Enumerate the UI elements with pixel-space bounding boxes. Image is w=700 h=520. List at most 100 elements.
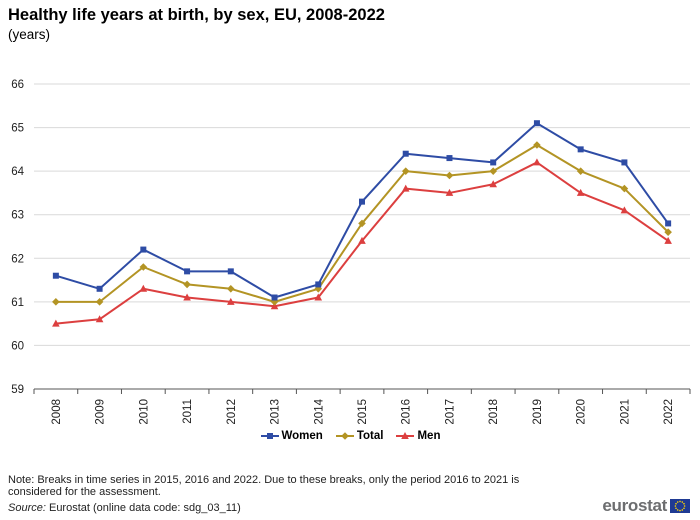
x-tick-label: 2015 [357, 399, 369, 425]
x-tick-label: 2012 [226, 399, 238, 425]
legend-item-women: Women [260, 430, 323, 442]
data-point-women [315, 281, 322, 288]
data-point-total [183, 280, 191, 289]
data-point-men [183, 293, 191, 301]
data-point-men [533, 158, 541, 166]
x-tick-label: 2014 [313, 398, 325, 424]
y-tick-label: 59 [11, 384, 24, 396]
series-line-women [55, 122, 669, 299]
data-point-total [139, 263, 148, 271]
y-tick-label: 62 [11, 253, 24, 265]
legend-item-men: Men [395, 430, 440, 442]
data-point-total [358, 219, 366, 228]
y-tick-label: 61 [11, 297, 24, 309]
data-point-men [445, 188, 454, 196]
x-tick-label: 2019 [532, 399, 544, 425]
axes [33, 388, 691, 394]
y-tick-label: 66 [11, 79, 24, 91]
data-point-men [401, 184, 410, 192]
x-tick-labels: 2008 2009 2010 2011 2012 2013 2014 2015 2016 2017… [51, 398, 675, 424]
data-point-total [533, 141, 541, 149]
data-point-women [140, 246, 147, 253]
legend-marker-women [266, 433, 273, 439]
flag-star [679, 509, 681, 512]
x-tick-label: 2013 [270, 399, 282, 425]
data-point-men [664, 236, 672, 244]
data-point-total [576, 167, 585, 175]
y-tick-label: 65 [11, 123, 24, 135]
data-point-men [576, 188, 585, 196]
eu-flag-icon [670, 499, 690, 513]
data-point-total [52, 298, 60, 306]
source-text: Eurostat (online data code: sdg_03_11) [45, 502, 241, 514]
legend-swatch-total [335, 432, 354, 440]
x-tick-label: 2009 [95, 399, 107, 425]
legend-label: Women [281, 430, 323, 442]
flag-star [683, 507, 685, 510]
x-tick-label: 2018 [488, 399, 500, 425]
x-tick-label: 2011 [182, 399, 194, 424]
data-point-men [139, 284, 148, 292]
flag-star [674, 505, 677, 507]
legend-label: Total [356, 430, 384, 442]
x-tick-label: 2020 [576, 399, 588, 425]
series-women [52, 120, 672, 301]
data-point-women [402, 150, 409, 157]
data-point-men [227, 297, 235, 305]
data-point-total [401, 167, 410, 175]
y-tick-label: 60 [11, 340, 24, 352]
data-point-men [358, 236, 366, 244]
series-total [52, 141, 672, 306]
data-point-women [96, 285, 103, 292]
data-point-women [533, 120, 540, 127]
flag-star [681, 509, 684, 511]
flag-star [676, 509, 679, 511]
data-point-women [490, 159, 497, 166]
legend-marker-men [401, 432, 410, 439]
data-point-men [52, 319, 60, 327]
flag-star [675, 502, 677, 505]
data-point-men [95, 315, 104, 323]
x-tick-label: 2016 [401, 399, 413, 425]
data-point-total [489, 167, 497, 175]
data-point-total [445, 171, 454, 180]
footnote: Note: Breaks in time series in 2015, 201… [8, 474, 520, 498]
y-tick-label: 63 [11, 210, 24, 222]
data-point-women [52, 272, 59, 279]
data-point-men [270, 302, 279, 310]
x-tick-label: 2010 [138, 399, 150, 425]
flag-star [683, 502, 685, 505]
line-chart: 59 60 61 62 63 64 65 66 2008 2009 2010 2011 2012 201… [11, 79, 691, 425]
data-point-total [270, 298, 279, 306]
x-tick-label: 2008 [51, 399, 63, 425]
logo-text: eurostat [602, 496, 667, 515]
data-point-men [620, 206, 629, 214]
data-point-total [620, 184, 629, 193]
data-point-women [271, 294, 278, 301]
flag-star [676, 501, 679, 503]
data-point-women [446, 155, 453, 162]
y-tick-label: 64 [11, 166, 24, 178]
flag-star [683, 505, 686, 507]
data-point-women [665, 220, 672, 227]
source-label: Source: [8, 502, 46, 514]
flag-star [675, 507, 677, 510]
legend-swatch-women [260, 433, 279, 439]
data-point-women [621, 159, 628, 166]
y-tick-labels: 59 60 61 62 63 64 65 66 [11, 79, 24, 396]
data-point-women [227, 268, 234, 275]
data-point-total [664, 228, 672, 236]
data-point-women [359, 198, 365, 205]
legend-item-total: Total [335, 430, 384, 442]
x-tick-label: 2017 [444, 399, 456, 425]
legend-marker-total [341, 432, 349, 440]
grid-lines [34, 83, 690, 346]
x-tick-label: 2021 [619, 399, 631, 425]
chart-title: Healthy life years at birth, by sex, EU,… [8, 6, 385, 24]
chart-legend: Women Total Men [0, 430, 700, 444]
data-point-women [184, 268, 191, 275]
source-line: Source: Eurostat (online data code: sdg_… [8, 502, 241, 514]
series-lines [52, 120, 672, 327]
series-men [52, 158, 672, 327]
eurostat-logo: eurostat [602, 496, 690, 516]
